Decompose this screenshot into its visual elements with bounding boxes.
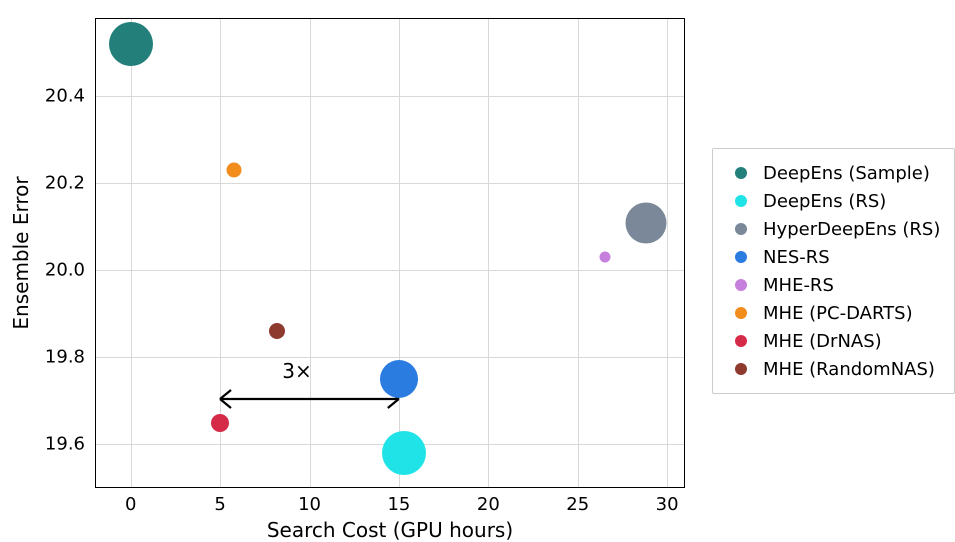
gridline-vertical	[578, 19, 579, 487]
circle-icon	[735, 279, 747, 291]
legend-item: MHE (PC-DARTS)	[725, 299, 940, 327]
gridline-horizontal	[96, 270, 684, 271]
scatter-point	[109, 22, 153, 66]
legend-item: MHE (RandomNAS)	[725, 355, 940, 383]
scatter-point	[382, 431, 426, 475]
gridline-vertical	[488, 19, 489, 487]
annotation-label: 3×	[282, 359, 311, 383]
legend: DeepEns (Sample) DeepEns (RS) HyperDeepEns…	[712, 148, 955, 394]
gridline-horizontal	[96, 183, 684, 184]
legend-item: NES-RS	[725, 243, 940, 271]
circle-icon	[735, 251, 747, 263]
legend-label: MHE (DrNAS)	[757, 331, 882, 352]
scatter-point	[625, 202, 666, 243]
legend-label: MHE-RS	[757, 275, 834, 296]
x-tick-label: 20	[477, 494, 500, 515]
y-tick-label: 20.4	[45, 86, 85, 107]
legend-item: MHE (DrNAS)	[725, 327, 940, 355]
y-tick-label: 19.8	[45, 347, 85, 368]
legend-label: MHE (RandomNAS)	[757, 359, 935, 380]
legend-item: DeepEns (Sample)	[725, 159, 940, 187]
legend-marker	[725, 335, 757, 347]
y-tick-label: 20.2	[45, 173, 85, 194]
legend-label: DeepEns (Sample)	[757, 163, 930, 184]
legend-label: MHE (PC-DARTS)	[757, 303, 913, 324]
x-tick-label: 10	[298, 494, 321, 515]
legend-label: NES-RS	[757, 247, 830, 268]
legend-marker	[725, 167, 757, 179]
y-axis-label: Ensemble Error	[9, 176, 33, 329]
legend-marker	[725, 195, 757, 207]
legend-item: DeepEns (RS)	[725, 187, 940, 215]
scatter-point	[380, 360, 418, 398]
gridline-vertical	[667, 19, 668, 487]
scatter-point	[211, 414, 229, 432]
legend-item: HyperDeepEns (RS)	[725, 215, 940, 243]
circle-icon	[735, 363, 747, 375]
circle-icon	[735, 167, 747, 179]
gridline-horizontal	[96, 357, 684, 358]
legend-marker	[725, 307, 757, 319]
x-tick-label: 5	[214, 494, 225, 515]
x-tick-label: 25	[566, 494, 589, 515]
scatter-point	[227, 163, 242, 178]
legend-marker	[725, 251, 757, 263]
gridline-vertical	[310, 19, 311, 487]
legend-marker	[725, 363, 757, 375]
scatter-point	[269, 323, 285, 339]
circle-icon	[735, 307, 747, 319]
legend-marker	[725, 279, 757, 291]
circle-icon	[735, 223, 747, 235]
x-tick-label: 30	[656, 494, 679, 515]
legend-label: DeepEns (RS)	[757, 191, 886, 212]
circle-icon	[735, 335, 747, 347]
scatter-point	[599, 252, 610, 263]
y-tick-label: 20.0	[45, 260, 85, 281]
x-axis-label: Search Cost (GPU hours)	[267, 518, 513, 542]
y-tick-label: 19.6	[45, 434, 85, 455]
gridline-vertical	[131, 19, 132, 487]
figure: Search Cost (GPU hours) Ensemble Error D…	[0, 0, 955, 540]
legend-marker	[725, 223, 757, 235]
plot-area	[95, 18, 685, 488]
x-tick-label: 0	[125, 494, 136, 515]
gridline-horizontal	[96, 96, 684, 97]
legend-item: MHE-RS	[725, 271, 940, 299]
legend-label: HyperDeepEns (RS)	[757, 219, 940, 240]
annotation-double-arrow	[219, 387, 400, 411]
gridline-vertical	[399, 19, 400, 487]
x-tick-label: 15	[387, 494, 410, 515]
circle-icon	[735, 195, 747, 207]
